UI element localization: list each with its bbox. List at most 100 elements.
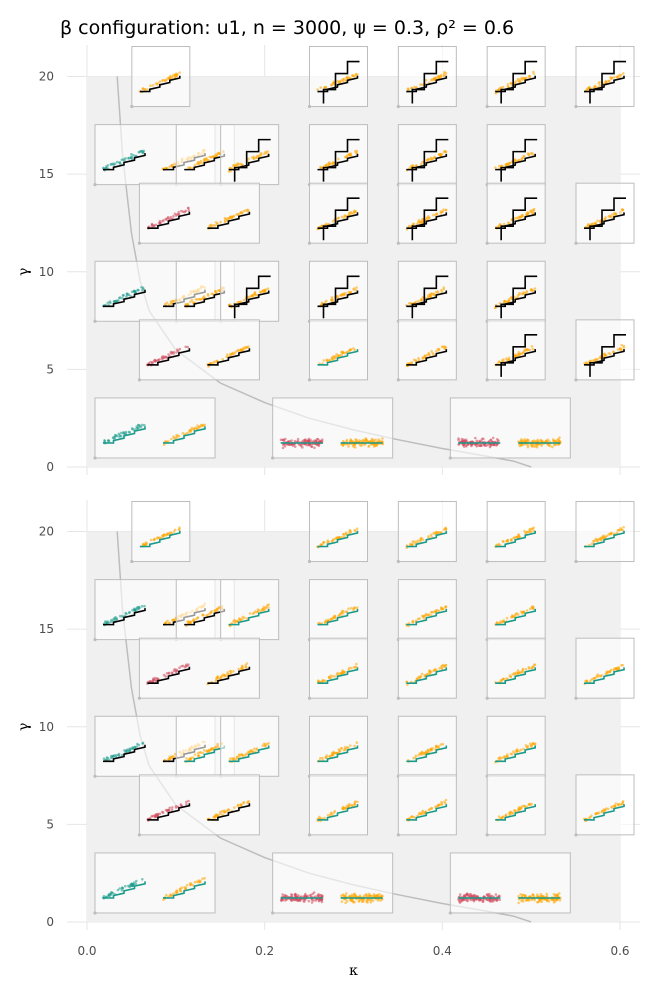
data-point	[345, 892, 348, 895]
data-point	[128, 749, 131, 753]
data-point	[333, 675, 337, 678]
data-point	[235, 757, 238, 761]
data-point	[529, 530, 533, 534]
data-point	[124, 295, 128, 298]
data-point	[432, 77, 436, 80]
data-point	[308, 444, 312, 447]
data-point	[552, 892, 556, 896]
data-point	[158, 221, 162, 225]
step-line	[139, 530, 181, 548]
data-point	[103, 439, 106, 442]
data-point	[440, 664, 444, 668]
data-point	[325, 754, 329, 757]
data-point	[371, 438, 374, 442]
data-point	[262, 605, 266, 609]
data-point	[529, 209, 532, 212]
data-point	[497, 757, 500, 760]
data-point	[432, 213, 435, 217]
data-point	[113, 299, 117, 303]
data-point	[348, 154, 352, 157]
data-point	[304, 438, 307, 441]
data-point	[521, 668, 525, 672]
inset-frame	[575, 637, 635, 699]
data-point	[121, 887, 125, 890]
data-point	[203, 876, 206, 880]
data-point	[521, 351, 524, 355]
data-point	[169, 893, 172, 896]
data-point	[174, 806, 178, 809]
data-point	[208, 155, 211, 159]
data-point	[367, 444, 371, 448]
data-point	[464, 438, 468, 442]
data-point	[154, 679, 158, 683]
data-point	[513, 81, 517, 85]
data-point	[184, 886, 188, 890]
data-point	[421, 160, 424, 164]
data-point	[167, 303, 171, 306]
data-point	[140, 605, 144, 608]
step-line	[583, 349, 625, 366]
data-point	[620, 343, 624, 347]
step-line	[583, 75, 625, 93]
inset-anchor	[130, 559, 134, 564]
data-point	[115, 753, 118, 757]
step-line	[583, 530, 625, 548]
data-point	[607, 533, 611, 536]
data-point	[253, 610, 257, 613]
data-point	[281, 446, 285, 450]
data-point	[538, 439, 541, 443]
data-point	[489, 894, 492, 898]
data-point	[107, 893, 110, 897]
inset-frame	[397, 774, 457, 836]
data-point	[128, 885, 131, 889]
data-point	[591, 222, 595, 226]
data-point	[520, 76, 524, 80]
data-point	[342, 748, 346, 752]
data-point	[526, 445, 530, 449]
data-point	[590, 542, 594, 546]
data-point	[596, 219, 599, 223]
data-point	[108, 621, 111, 624]
data-point	[158, 219, 162, 223]
data-point	[196, 616, 200, 619]
data-point	[119, 431, 123, 435]
data-point	[121, 294, 125, 297]
data-point	[410, 361, 414, 364]
data-point	[508, 222, 511, 225]
data-point	[196, 424, 199, 428]
data-point	[594, 222, 598, 226]
data-point	[219, 810, 222, 814]
data-point	[506, 755, 509, 758]
data-point	[440, 531, 443, 534]
data-point	[509, 752, 513, 756]
data-point	[622, 346, 626, 349]
data-point	[319, 543, 322, 546]
data-point	[502, 540, 505, 543]
data-point	[605, 534, 609, 538]
data-point	[610, 76, 614, 80]
data-point	[607, 79, 610, 83]
data-point	[136, 608, 139, 611]
data-point	[340, 78, 344, 82]
data-point	[121, 297, 124, 300]
data-point	[156, 359, 160, 362]
data-point	[440, 800, 443, 804]
data-point	[344, 901, 347, 905]
data-point	[337, 81, 341, 84]
inset-frame	[220, 715, 280, 777]
data-point	[162, 78, 165, 82]
data-point	[184, 432, 188, 435]
data-point	[174, 74, 177, 77]
inset-anchor	[396, 559, 400, 564]
data-point	[437, 76, 441, 80]
inset-frame	[397, 124, 457, 186]
data-point	[528, 895, 531, 898]
data-point	[134, 290, 137, 294]
step-line	[317, 530, 359, 548]
data-point	[178, 666, 181, 669]
step-line	[406, 745, 448, 763]
data-point	[329, 617, 333, 621]
data-point	[535, 445, 539, 449]
data-point	[119, 614, 122, 618]
data-point	[293, 445, 297, 448]
